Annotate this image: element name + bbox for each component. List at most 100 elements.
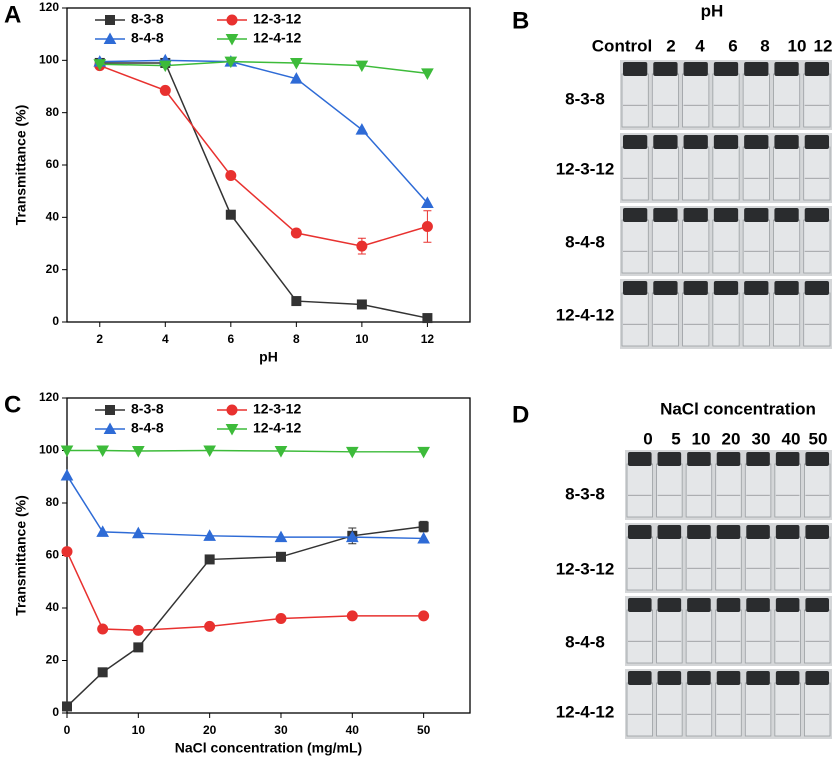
vial-cap	[775, 525, 800, 539]
vial	[744, 463, 772, 518]
vial	[626, 682, 653, 737]
panel-title: NaCl concentration	[660, 399, 816, 418]
row-label: 8-3-8	[565, 484, 605, 503]
marker	[346, 610, 358, 622]
y-tick-label: 120	[39, 390, 59, 404]
vial	[804, 463, 831, 518]
vial	[803, 219, 831, 274]
marker	[418, 521, 429, 532]
column-label: 10	[692, 429, 711, 448]
x-tick-label: 50	[417, 723, 431, 737]
row-label: 8-3-8	[565, 89, 605, 108]
panel-label: B	[512, 7, 529, 34]
vial-cap	[804, 62, 829, 76]
marker	[422, 313, 433, 324]
vial-cap	[713, 135, 739, 149]
vial	[651, 292, 679, 347]
vial-cap	[775, 452, 800, 466]
vial	[651, 219, 679, 274]
vial-cap	[744, 135, 769, 149]
vial	[656, 463, 683, 518]
y-axis-label: Transmittance (%)	[13, 495, 29, 616]
vial-cap	[805, 598, 829, 612]
vial	[712, 219, 740, 274]
y-tick-label: 60	[46, 157, 60, 171]
marker	[132, 624, 144, 636]
column-label: 4	[695, 36, 705, 55]
vial	[715, 536, 742, 591]
column-label: 2	[666, 36, 675, 55]
marker	[131, 446, 145, 458]
vial-cap	[716, 598, 741, 612]
vial-cap	[653, 62, 678, 76]
column-label: 50	[809, 429, 828, 448]
vial-cap	[746, 525, 770, 539]
vial-cap	[687, 525, 711, 539]
marker	[356, 240, 368, 252]
vial	[712, 292, 740, 347]
marker	[274, 530, 288, 543]
y-tick-label: 0	[52, 314, 59, 328]
vial	[804, 536, 831, 591]
column-label: 8	[760, 36, 769, 55]
vial-cap	[653, 135, 678, 149]
legend-label: 12-4-12	[253, 30, 301, 46]
vial-cap	[774, 281, 799, 295]
x-tick-label: 6	[227, 332, 234, 346]
marker	[159, 84, 171, 96]
y-tick-label: 120	[39, 0, 59, 14]
marker	[421, 68, 434, 80]
vial	[804, 609, 831, 664]
column-label: Control	[592, 36, 652, 55]
vial-cap	[716, 671, 741, 685]
marker	[275, 613, 287, 624]
plot-frame	[66, 397, 471, 714]
marker	[274, 446, 288, 458]
vial	[715, 682, 742, 737]
vial	[773, 219, 801, 274]
vial-cap	[744, 281, 769, 295]
vial	[773, 292, 801, 347]
marker	[290, 72, 303, 84]
vial-cap	[628, 598, 652, 612]
panel-title: pH	[701, 1, 724, 20]
marker	[418, 610, 430, 622]
column-label: 5	[671, 429, 680, 448]
x-tick-label: 20	[203, 723, 217, 737]
vial-cap	[683, 208, 708, 222]
vial	[656, 682, 683, 737]
column-label: 6	[728, 36, 737, 55]
vial-cap	[744, 208, 769, 222]
vial-cap	[628, 452, 652, 466]
x-tick-label: 0	[64, 723, 71, 737]
x-axis-label: NaCl concentration (mg/mL)	[175, 740, 362, 756]
vial	[712, 73, 740, 128]
vial-cap	[623, 135, 648, 149]
legend-marker	[225, 424, 239, 436]
column-label: 0	[643, 429, 652, 448]
marker	[158, 60, 172, 73]
legend-marker	[105, 15, 115, 25]
vial-cap	[804, 281, 829, 295]
panel-label: C	[4, 391, 21, 418]
marker	[356, 299, 367, 310]
marker	[133, 642, 144, 653]
legend-label: 12-3-12	[253, 401, 301, 417]
y-tick-label: 80	[46, 495, 60, 509]
legend-label: 8-3-8	[131, 401, 164, 417]
vial-cap	[623, 208, 648, 222]
legend-marker	[103, 422, 117, 434]
marker	[290, 57, 303, 70]
column-label: 30	[752, 429, 771, 448]
row-label: 12-4-12	[556, 305, 615, 324]
vial	[744, 536, 772, 591]
x-tick-label: 30	[274, 723, 288, 737]
vial-cap	[744, 62, 769, 76]
marker	[290, 227, 302, 239]
y-tick-label: 100	[39, 53, 59, 67]
vial	[656, 536, 683, 591]
marker	[417, 531, 430, 544]
marker	[204, 620, 216, 632]
vial-cap	[653, 281, 678, 295]
marker	[61, 546, 73, 558]
